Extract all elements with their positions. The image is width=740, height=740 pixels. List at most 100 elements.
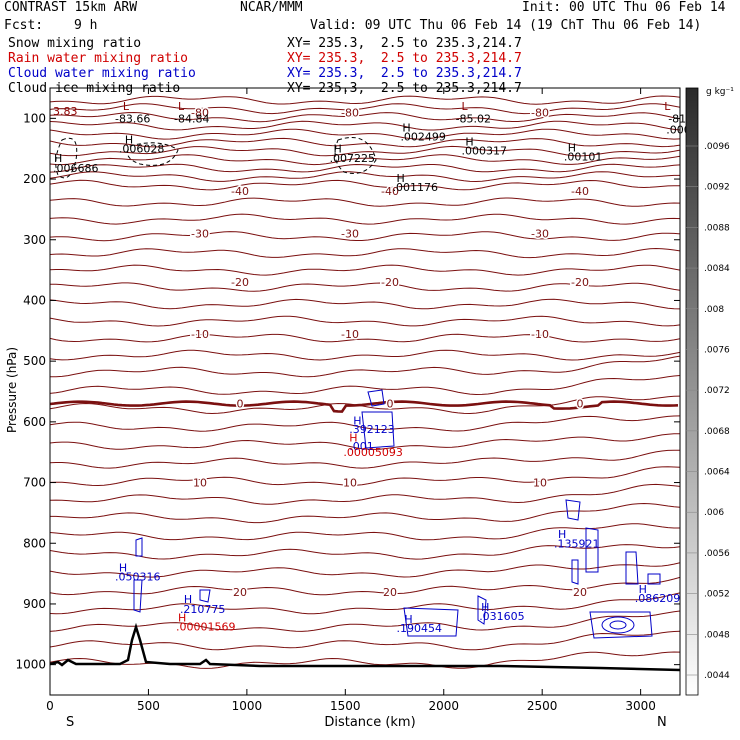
temperature-contour-line	[50, 298, 680, 310]
contour-label: -40	[571, 185, 589, 198]
annotation-label: H	[119, 562, 127, 575]
temperature-contour-line	[50, 502, 680, 524]
contour-label: -20	[231, 276, 249, 289]
temperature-contour-line	[50, 179, 680, 191]
colorbar-label: .0076	[704, 345, 730, 355]
annotation-label: H	[568, 141, 576, 154]
y-tick-label: 900	[23, 597, 46, 611]
cloud-water-contour	[403, 607, 459, 637]
south-label: S	[66, 715, 74, 730]
annotation-label: .050316	[115, 571, 161, 584]
annotation-label: .135921	[554, 537, 600, 550]
field-label-rain: Rain water mixing ratio	[8, 51, 189, 66]
annotation-label: .007225	[330, 152, 376, 165]
temperature-contour-line	[50, 395, 680, 415]
temperature-contour-line	[50, 449, 680, 469]
annotation-label: H	[404, 613, 412, 626]
contour-label: 0	[237, 398, 244, 411]
annotation-label: H	[349, 432, 357, 445]
contour-label: -80	[191, 106, 209, 119]
temperature-contour-line	[50, 231, 680, 242]
x-tick-label: 3000	[625, 699, 656, 713]
cloud-water-contour	[199, 589, 211, 603]
y-tick-label: 800	[23, 536, 46, 550]
contour-label: -80	[341, 106, 359, 119]
annotation-label: 3.83	[53, 105, 78, 118]
x-tick-label: 1000	[232, 699, 263, 713]
temperature-contour-line	[50, 333, 680, 343]
cloud-water-contour	[585, 527, 599, 573]
annotation-label: L	[178, 100, 185, 113]
contour-label: -10	[341, 328, 359, 341]
annotation-label: .392123	[349, 423, 395, 436]
x-tick-label: 0	[46, 699, 54, 713]
temperature-contour-line	[50, 349, 680, 361]
contour-label: 10	[193, 477, 207, 490]
cloud-ice-contour	[127, 142, 179, 166]
annotation-label: -85.02	[456, 112, 491, 125]
y-tick-label: 400	[23, 293, 46, 307]
cloud-water-contour	[477, 595, 487, 625]
temperature-contour-line	[50, 247, 680, 259]
x-tick-label: 2000	[428, 699, 459, 713]
x-axis-label: Distance (km)	[324, 715, 415, 730]
contour-label: 10	[343, 477, 357, 490]
y-tick-label: 500	[23, 354, 46, 368]
cloud-water-contour	[361, 411, 395, 449]
contour-label: -30	[531, 228, 549, 241]
temperature-contour-line	[50, 128, 680, 140]
contour-label: 0	[387, 398, 394, 411]
colorbar-label: .0064	[704, 468, 730, 478]
colorbar-label: .0052	[704, 590, 730, 600]
annotation-label: .031605	[479, 610, 525, 623]
x-tick-label: 1500	[330, 699, 361, 713]
annotation-label: .000	[666, 123, 691, 136]
y-tick-label: 1000	[15, 658, 46, 672]
annotation-label: .210775	[180, 603, 226, 616]
contour-label: -10	[191, 328, 209, 341]
colorbar-ticks: .0096 .0092 .0088 .0084 .008 .0076 .0072 .0068.…	[686, 142, 730, 681]
colorbar-label: .0084	[704, 264, 730, 274]
temperature-contour-line	[50, 610, 680, 632]
cloud-water-contour	[565, 499, 581, 521]
annotation-label: .002499	[400, 131, 446, 144]
contour-label: 20	[573, 586, 587, 599]
temperature-contour-line	[50, 145, 680, 157]
annotation-label: H	[125, 134, 133, 147]
temperature-contour-line	[50, 95, 680, 105]
y-tick-label: 700	[23, 476, 46, 490]
contour-label: 20	[233, 586, 247, 599]
temperature-contour-line	[50, 466, 680, 487]
annotation-label: H	[184, 593, 192, 606]
annotation-label: H	[334, 143, 342, 156]
contour-label: 0	[577, 398, 584, 411]
y-axis-label: Pressure (hPa)	[5, 347, 19, 433]
field-xy-rain: XY= 235.3, 2.5 to 235.3,214.7	[287, 51, 522, 66]
colorbar-label: .0072	[704, 386, 730, 396]
x-axis: 0 500 1000 1500 2000 2500 3000	[46, 88, 656, 713]
north-label: N	[657, 715, 667, 730]
cloud-water-contour	[601, 616, 635, 634]
cloud-water-contour	[625, 551, 639, 585]
annotation-label: H	[558, 528, 566, 541]
temperature-contour-line	[50, 154, 680, 166]
contour-label: -30	[341, 228, 359, 241]
colorbar-label: .006	[704, 508, 724, 518]
annotation-label: H	[353, 415, 361, 428]
valid-time: Valid: 09 UTC Thu 06 Feb 14 (19 ChT Thu …	[310, 18, 702, 33]
colorbar-label: .0096	[704, 142, 730, 152]
temperature-contour-line	[50, 544, 680, 560]
temperature-contour-line	[50, 213, 680, 225]
annotation-label: .086209	[635, 592, 681, 605]
temperature-contour-line	[50, 163, 680, 173]
colorbar-label: .0088	[704, 223, 730, 233]
temperature-contour-line	[50, 415, 680, 432]
temperature-contour-line	[50, 264, 680, 276]
x-tick-label: 2500	[527, 699, 558, 713]
y-tick-label: 300	[23, 233, 46, 247]
colorbar-label: .008	[704, 305, 724, 315]
fcst-label: Fcst:	[4, 18, 44, 33]
cloud-water-contour	[589, 611, 653, 639]
cloud-water-contour	[133, 579, 143, 613]
annotations: L-83.66L-84.84L-85.02L-813.83H.006028H.0…	[53, 100, 691, 635]
